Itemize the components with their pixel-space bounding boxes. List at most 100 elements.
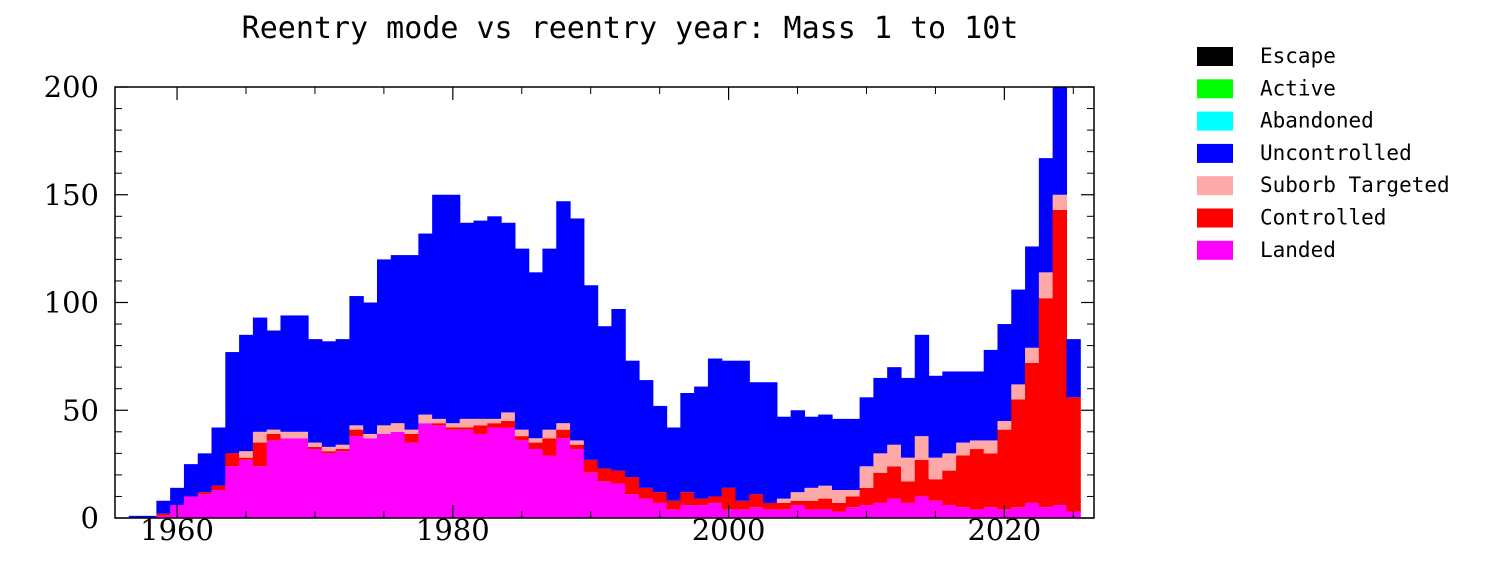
- legend-label-active: Active: [1260, 76, 1336, 100]
- y-tick-label: 200: [44, 70, 99, 104]
- bar-controlled-1999: [707, 496, 723, 503]
- bar-uncontrolled-2024: [1052, 87, 1068, 195]
- legend-swatch-escape: [1197, 47, 1233, 66]
- bar-suborb-targeted-1977: [404, 429, 419, 434]
- bar-uncontrolled-2008: [832, 418, 847, 490]
- bar-landed-1975: [376, 433, 392, 518]
- bar-uncontrolled-2001: [735, 360, 750, 501]
- bar-suborb-targeted-1967: [266, 429, 282, 434]
- bar-landed-1976: [390, 431, 406, 518]
- bar-landed-1959: [156, 515, 171, 518]
- bar-controlled-1983: [487, 423, 502, 428]
- bar-uncontrolled-1995: [652, 405, 668, 493]
- bar-landed-1971: [321, 453, 337, 518]
- bar-controlled-2014: [914, 459, 930, 497]
- bar-landed-1964: [225, 466, 240, 518]
- bar-suborb-targeted-2018: [969, 440, 985, 450]
- bar-suborb-targeted-2021: [1011, 384, 1026, 400]
- bar-controlled-2017: [956, 455, 971, 508]
- bar-controlled-1981: [459, 427, 475, 430]
- bar-landed-2001: [735, 509, 750, 518]
- bar-uncontrolled-1963: [211, 427, 226, 486]
- bar-landed-2013: [900, 502, 916, 518]
- bar-controlled-1963: [211, 485, 226, 490]
- bar-landed-1969: [294, 438, 309, 518]
- legend: Escape Active Abandoned Uncontrolled Suborb …: [1197, 44, 1450, 262]
- bar-uncontrolled-2010: [859, 397, 874, 467]
- bar-controlled-1967: [266, 433, 282, 441]
- bar-controlled-1979: [432, 423, 447, 426]
- bar-landed-1963: [211, 489, 226, 518]
- bar-controlled-2008: [832, 502, 847, 512]
- bar-controlled-2013: [900, 481, 916, 503]
- bar-landed-1994: [638, 498, 654, 518]
- bar-landed-2022: [1025, 502, 1040, 518]
- bar-suborb-targeted-1978: [418, 414, 433, 424]
- legend-label-controlled: Controlled: [1260, 206, 1386, 230]
- bar-uncontrolled-2017: [956, 371, 971, 443]
- bar-controlled-1989: [570, 444, 585, 450]
- bar-uncontrolled-1980: [445, 194, 461, 424]
- bar-uncontrolled-1967: [266, 330, 282, 430]
- bar-uncontrolled-1997: [680, 393, 695, 493]
- bar-landed-2014: [914, 496, 930, 518]
- bar-controlled-1984: [501, 421, 516, 428]
- bar-suborb-targeted-2012: [887, 444, 902, 467]
- bar-landed-1973: [349, 436, 364, 518]
- bar-uncontrolled-2004: [776, 416, 792, 499]
- bar-suborb-targeted-1979: [432, 418, 447, 424]
- bar-landed-1995: [652, 502, 668, 518]
- bar-controlled-1972: [335, 449, 351, 452]
- bar-controlled-1994: [638, 487, 654, 499]
- bar-controlled-1998: [694, 498, 709, 506]
- bar-suborb-targeted-2007: [818, 485, 833, 499]
- bar-landed-2003: [763, 509, 778, 518]
- bar-uncontrolled-1983: [487, 216, 502, 419]
- bar-landed-1974: [363, 438, 378, 518]
- bar-suborb-targeted-2024: [1052, 194, 1068, 210]
- bar-controlled-1965: [239, 457, 254, 460]
- bar-suborb-targeted-2016: [942, 453, 957, 471]
- bar-landed-1993: [625, 494, 640, 518]
- bar-uncontrolled-1991: [597, 326, 612, 469]
- bar-uncontrolled-1990: [583, 285, 599, 460]
- bar-landed-2009: [845, 507, 861, 518]
- bar-suborb-targeted-2006: [804, 487, 819, 501]
- bar-suborb-targeted-1980: [445, 423, 461, 428]
- bar-uncontrolled-1979: [432, 194, 447, 419]
- bar-landed-1988: [556, 438, 571, 518]
- bar-controlled-1973: [349, 429, 364, 437]
- legend-label-escape: Escape: [1260, 44, 1336, 68]
- bar-controlled-1988: [556, 429, 571, 439]
- bar-landed-1996: [666, 509, 681, 518]
- legend-swatch-abandoned: [1197, 111, 1233, 131]
- x-tick-label: 1980: [416, 513, 490, 547]
- bar-controlled-2012: [887, 466, 902, 499]
- bar-controlled-2024: [1052, 209, 1068, 506]
- bar-landed-1998: [694, 505, 709, 518]
- bar-uncontrolled-2021: [1011, 289, 1026, 385]
- bar-controlled-2007: [818, 498, 833, 510]
- bar-uncontrolled-1957: [128, 515, 144, 518]
- bar-landed-1981: [459, 429, 475, 518]
- bar-uncontrolled-1977: [404, 255, 419, 430]
- bar-landed-1989: [570, 449, 585, 518]
- bar-landed-2023: [1038, 507, 1054, 518]
- bar-landed-2021: [1011, 507, 1026, 518]
- bar-landed-2006: [804, 509, 819, 518]
- bar-suborb-targeted-1988: [556, 423, 571, 430]
- legend-swatch-controlled: [1197, 208, 1233, 228]
- bar-suborb-targeted-2022: [1025, 347, 1040, 363]
- bar-uncontrolled-1972: [335, 339, 351, 445]
- bar-uncontrolled-1969: [294, 315, 309, 432]
- bar-landed-2018: [969, 509, 985, 518]
- bar-uncontrolled-1961: [183, 464, 199, 497]
- bar-suborb-targeted-1965: [239, 451, 254, 458]
- bar-uncontrolled-2022: [1025, 246, 1040, 348]
- bar-landed-1986: [528, 449, 544, 518]
- bar-landed-1984: [501, 427, 516, 518]
- bar-uncontrolled-1973: [349, 296, 364, 426]
- bar-landed-1962: [197, 494, 213, 518]
- bar-uncontrolled-1959: [156, 500, 171, 514]
- legend-label-abandoned: Abandoned: [1260, 109, 1374, 133]
